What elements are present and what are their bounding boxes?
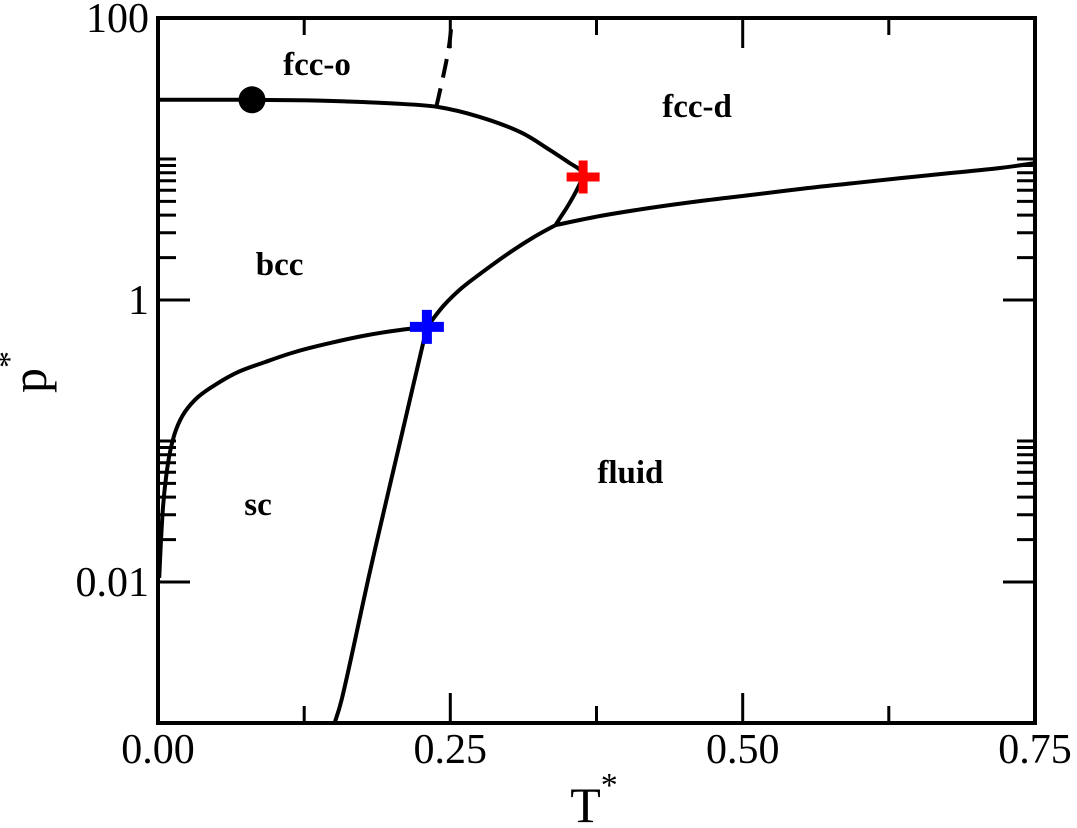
curve-sc-bcc-boundary bbox=[157, 324, 428, 578]
x-tick-label: 0.50 bbox=[706, 727, 780, 773]
marker-red-plus-point bbox=[566, 160, 600, 194]
y-tick-label: 1 bbox=[128, 278, 149, 324]
marker-black-circle-point bbox=[238, 86, 266, 114]
region-label-sc: sc bbox=[244, 487, 272, 523]
curve-melting-line bbox=[555, 161, 1036, 228]
y-tick-label: 0.01 bbox=[76, 560, 150, 606]
tick-labels: 0.00 0.25 0.50 0.75 100 1 0.01 bbox=[76, 0, 1072, 773]
plot-frame bbox=[156, 16, 1037, 725]
axis-ticks bbox=[156, 16, 1037, 723]
region-label-fcc-d: fcc-d bbox=[662, 89, 732, 125]
curve-fcco-fccd-boundary bbox=[434, 17, 455, 108]
curve-bcc-fluid-boundary bbox=[425, 223, 557, 329]
region-label-bcc: bcc bbox=[256, 247, 304, 283]
y-axis-title: p* bbox=[0, 351, 57, 393]
curve-sc-fluid-boundary bbox=[332, 326, 429, 724]
x-tick-label: 0.25 bbox=[414, 727, 488, 773]
region-labels: fcc-o fcc-d bcc sc fluid bbox=[244, 47, 732, 523]
phase-boundary-curves bbox=[157, 17, 1036, 724]
x-tick-label: 0.00 bbox=[121, 727, 195, 773]
curve-bcc-fcc-boundary bbox=[157, 97, 585, 227]
marker-blue-plus-point bbox=[409, 309, 444, 344]
special-point-markers bbox=[238, 86, 600, 344]
x-tick-label: 0.75 bbox=[998, 727, 1072, 773]
x-axis-title: T* bbox=[570, 767, 618, 828]
region-label-fcc-o: fcc-o bbox=[283, 47, 351, 83]
region-label-fluid: fluid bbox=[597, 455, 663, 491]
y-tick-label: 100 bbox=[86, 0, 149, 42]
